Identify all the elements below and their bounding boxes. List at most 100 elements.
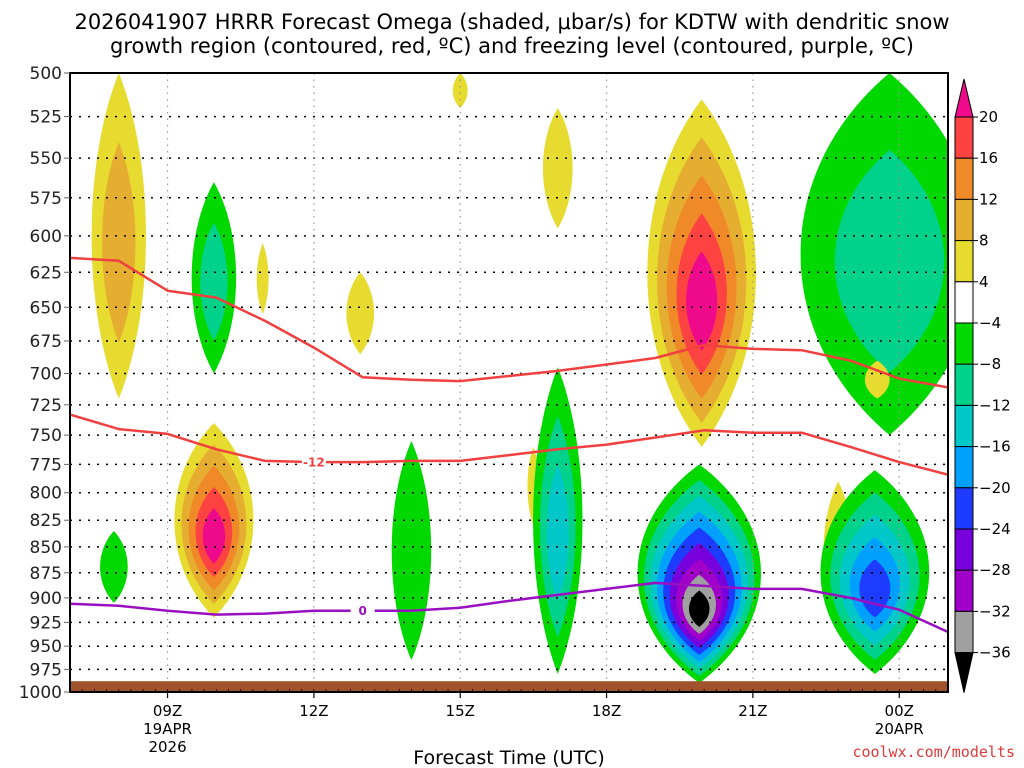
- x-tick-label: 15Z: [446, 702, 475, 720]
- y-tick-label: 900: [30, 589, 62, 609]
- colorbar-label: 12: [979, 190, 998, 208]
- colorbar-label: −36: [979, 644, 1011, 662]
- omega-level--8_to_-4: [100, 530, 128, 603]
- y-tick-label: 950: [30, 637, 62, 657]
- omega-level-_-36: [688, 590, 710, 627]
- y-tick-label: 650: [30, 298, 62, 318]
- omega-feature-sinking-2000Z-low: [637, 464, 761, 684]
- x-tick-label: 18Z: [592, 702, 621, 720]
- omega-level--8_to_-4: [391, 441, 432, 661]
- x-tick-label: 21Z: [738, 702, 767, 720]
- colorbar-label: −8: [979, 355, 1001, 373]
- x-tick-year: 2026: [148, 738, 186, 756]
- contour-label-bg: [301, 455, 326, 470]
- y-tick-label: 550: [30, 149, 62, 169]
- colorbar-label: −28: [979, 561, 1011, 579]
- y-tick-label: 725: [30, 396, 62, 416]
- colorbar-swatch: [954, 363, 974, 406]
- omega-level-4_to_8: [256, 243, 269, 315]
- contour-label-bg: [350, 603, 375, 618]
- y-tick-label: 625: [30, 263, 62, 283]
- x-tick-label: 09Z: [153, 702, 182, 720]
- y-tick-label: 850: [30, 538, 62, 558]
- omega-level--12_to_-8: [834, 149, 945, 373]
- omega-level-_20: [686, 251, 718, 351]
- y-tick-label: 500: [30, 64, 62, 84]
- omega-feature-sinking-upper-right: [800, 73, 948, 436]
- y-tick-label: 800: [30, 484, 62, 504]
- colorbar-swatch: [954, 281, 974, 324]
- omega-level-_20: [202, 508, 226, 564]
- contour-dendritic-growth-upper-bound-18-c-: [70, 256, 948, 389]
- omega-feature-upper-rising-0730Z: [91, 73, 146, 399]
- contour-lines: -12 0: [70, 256, 948, 634]
- x-tick-label: 00Z: [885, 702, 914, 720]
- y-tick-label: 975: [30, 660, 62, 680]
- omega-feature-sliver-1055Z: [256, 243, 269, 315]
- colorbar-label: −4: [979, 314, 1001, 332]
- omega-feature-sinking-2330Z-low: [820, 470, 930, 674]
- omega-shading: [91, 73, 948, 684]
- colorbar-swatch: [954, 116, 974, 159]
- colorbar-label: 20: [979, 108, 998, 126]
- omega-level--12_to_-8: [200, 222, 228, 341]
- colorbar-label: −20: [979, 479, 1011, 497]
- x-tick-date: 20APR: [875, 720, 924, 738]
- colorbar-label: −32: [979, 602, 1011, 620]
- y-tick-label: 925: [30, 613, 62, 633]
- omega-feature-blob-1300Z: [346, 272, 375, 355]
- contour-label: -12: [303, 456, 325, 470]
- chart-title-line1: 2026041907 HRRR Forecast Omega (shaded, …: [74, 10, 949, 34]
- colorbar: 20 16 12 8 4 −4 −8 −12 −16 −20 −24 −28 −32 −36: [954, 78, 1011, 693]
- colorbar-swatch: [954, 569, 974, 612]
- x-tick-date: 19APR: [143, 720, 192, 738]
- y-tick-label: 1000: [19, 683, 62, 703]
- colorbar-label: −12: [979, 396, 1011, 414]
- omega-feature-rising-1000Z-low: [174, 423, 254, 618]
- colorbar-label: −24: [979, 520, 1011, 538]
- omega-level-4_to_8: [346, 272, 375, 355]
- colorbar-label: −16: [979, 438, 1011, 456]
- colorbar-swatch: [954, 446, 974, 489]
- omega-level--16_to_-12: [546, 464, 569, 601]
- colorbar-bottom-arrow: [954, 652, 974, 693]
- colorbar-swatch: [954, 610, 974, 654]
- x-tick-label: 12Z: [299, 702, 328, 720]
- colorbar-swatch: [954, 404, 974, 448]
- y-axis: 500 525 550 575 600 625 650 675 700 725 750 775 800 8…: [19, 64, 70, 703]
- y-tick-label: 525: [30, 108, 62, 128]
- colorbar-swatch: [954, 322, 974, 365]
- y-tick-label: 675: [30, 332, 62, 352]
- chart-title-line2: growth region (contoured, red, ºC) and f…: [110, 34, 914, 58]
- omega-level-4_to_8: [864, 360, 890, 399]
- omega-feature-sliver-1505Z: [452, 73, 468, 109]
- omega-level-8_to_12: [102, 142, 136, 343]
- y-tick-label: 750: [30, 426, 62, 446]
- y-tick-label: 600: [30, 227, 62, 247]
- colorbar-swatch: [954, 157, 974, 200]
- omega-feature-sinking-0730Z-low: [100, 530, 128, 603]
- colorbar-swatch: [954, 528, 974, 571]
- omega-feature-sinking-1400Z: [391, 441, 432, 661]
- contour-freezing-level-0-c-: [70, 581, 948, 634]
- colorbar-top-arrow: [954, 78, 974, 118]
- colorbar-swatch: [954, 487, 974, 530]
- omega-level-4_to_8: [452, 73, 468, 109]
- omega-feature-blob-2330Z-yellow: [864, 360, 890, 399]
- contour-label: 0: [358, 604, 366, 618]
- credit-text: coolwx.com/modelts: [852, 743, 1015, 761]
- y-tick-label: 575: [30, 189, 62, 209]
- y-tick-label: 875: [30, 564, 62, 584]
- terrain-fill: [70, 681, 948, 692]
- y-tick-label: 775: [30, 455, 62, 475]
- colorbar-swatch: [954, 240, 974, 283]
- contour-dendritic-growth-lower-bound-12-c-: [70, 413, 948, 476]
- colorbar-label: 16: [979, 149, 998, 167]
- y-tick-label: 825: [30, 511, 62, 531]
- colorbar-label: 4: [979, 273, 989, 291]
- y-tick-label: 700: [30, 364, 62, 384]
- terrain: [70, 681, 948, 692]
- colorbar-swatch: [954, 198, 974, 242]
